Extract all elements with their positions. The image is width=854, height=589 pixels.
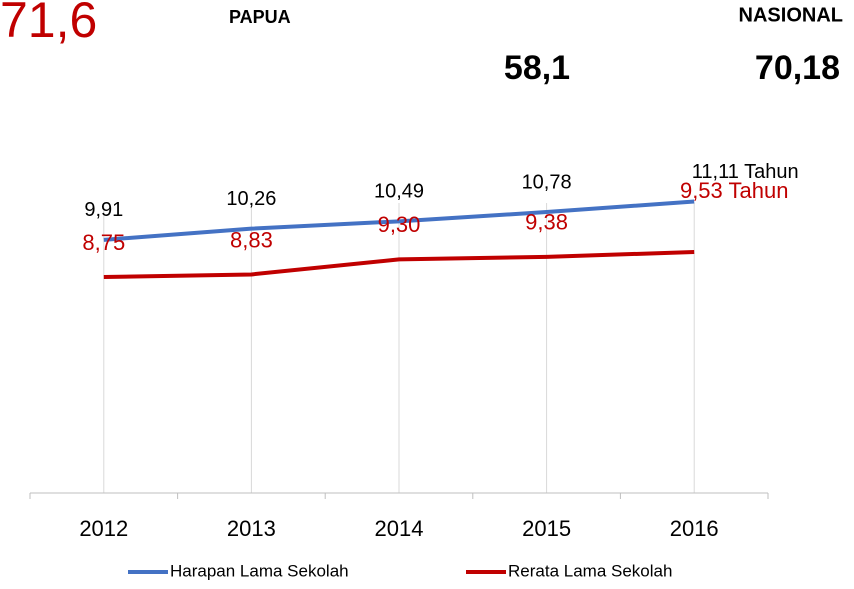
big-value: 71,6 — [0, 0, 97, 48]
data-label: 10,78 — [522, 171, 572, 193]
right-label: NASIONAL — [739, 4, 843, 26]
legend-label: Rerata Lama Sekolah — [508, 561, 672, 580]
data-label: 10,26 — [226, 188, 276, 210]
left-label: PAPUA — [229, 7, 291, 27]
chart: 2012 2013 2014 2015 2016 9,91 10,26 10,49 10,78 1… — [29, 161, 799, 580]
x-tick-label: 2015 — [522, 516, 571, 541]
data-label: 9,91 — [84, 199, 123, 221]
series-line — [103, 199, 695, 242]
data-label: 11,11 Tahun — [692, 161, 799, 183]
legend-label: Harapan Lama Sekolah — [170, 561, 349, 580]
data-label: 8,83 — [230, 227, 273, 252]
right-value: 70,18 — [755, 49, 840, 87]
data-label: 9,38 — [525, 210, 568, 235]
data-label: 9,30 — [378, 212, 421, 237]
series-line — [103, 250, 695, 279]
x-tick-label: 2016 — [670, 516, 719, 541]
data-label: 8,75 — [82, 230, 125, 255]
data-label: 9,53 Tahun — [680, 178, 788, 203]
data-label: 10,49 — [374, 181, 424, 203]
x-tick-label: 2014 — [375, 516, 424, 541]
x-tick-label: 2013 — [227, 516, 276, 541]
left-value: 58,1 — [504, 49, 570, 87]
x-tick-label: 2012 — [79, 516, 128, 541]
